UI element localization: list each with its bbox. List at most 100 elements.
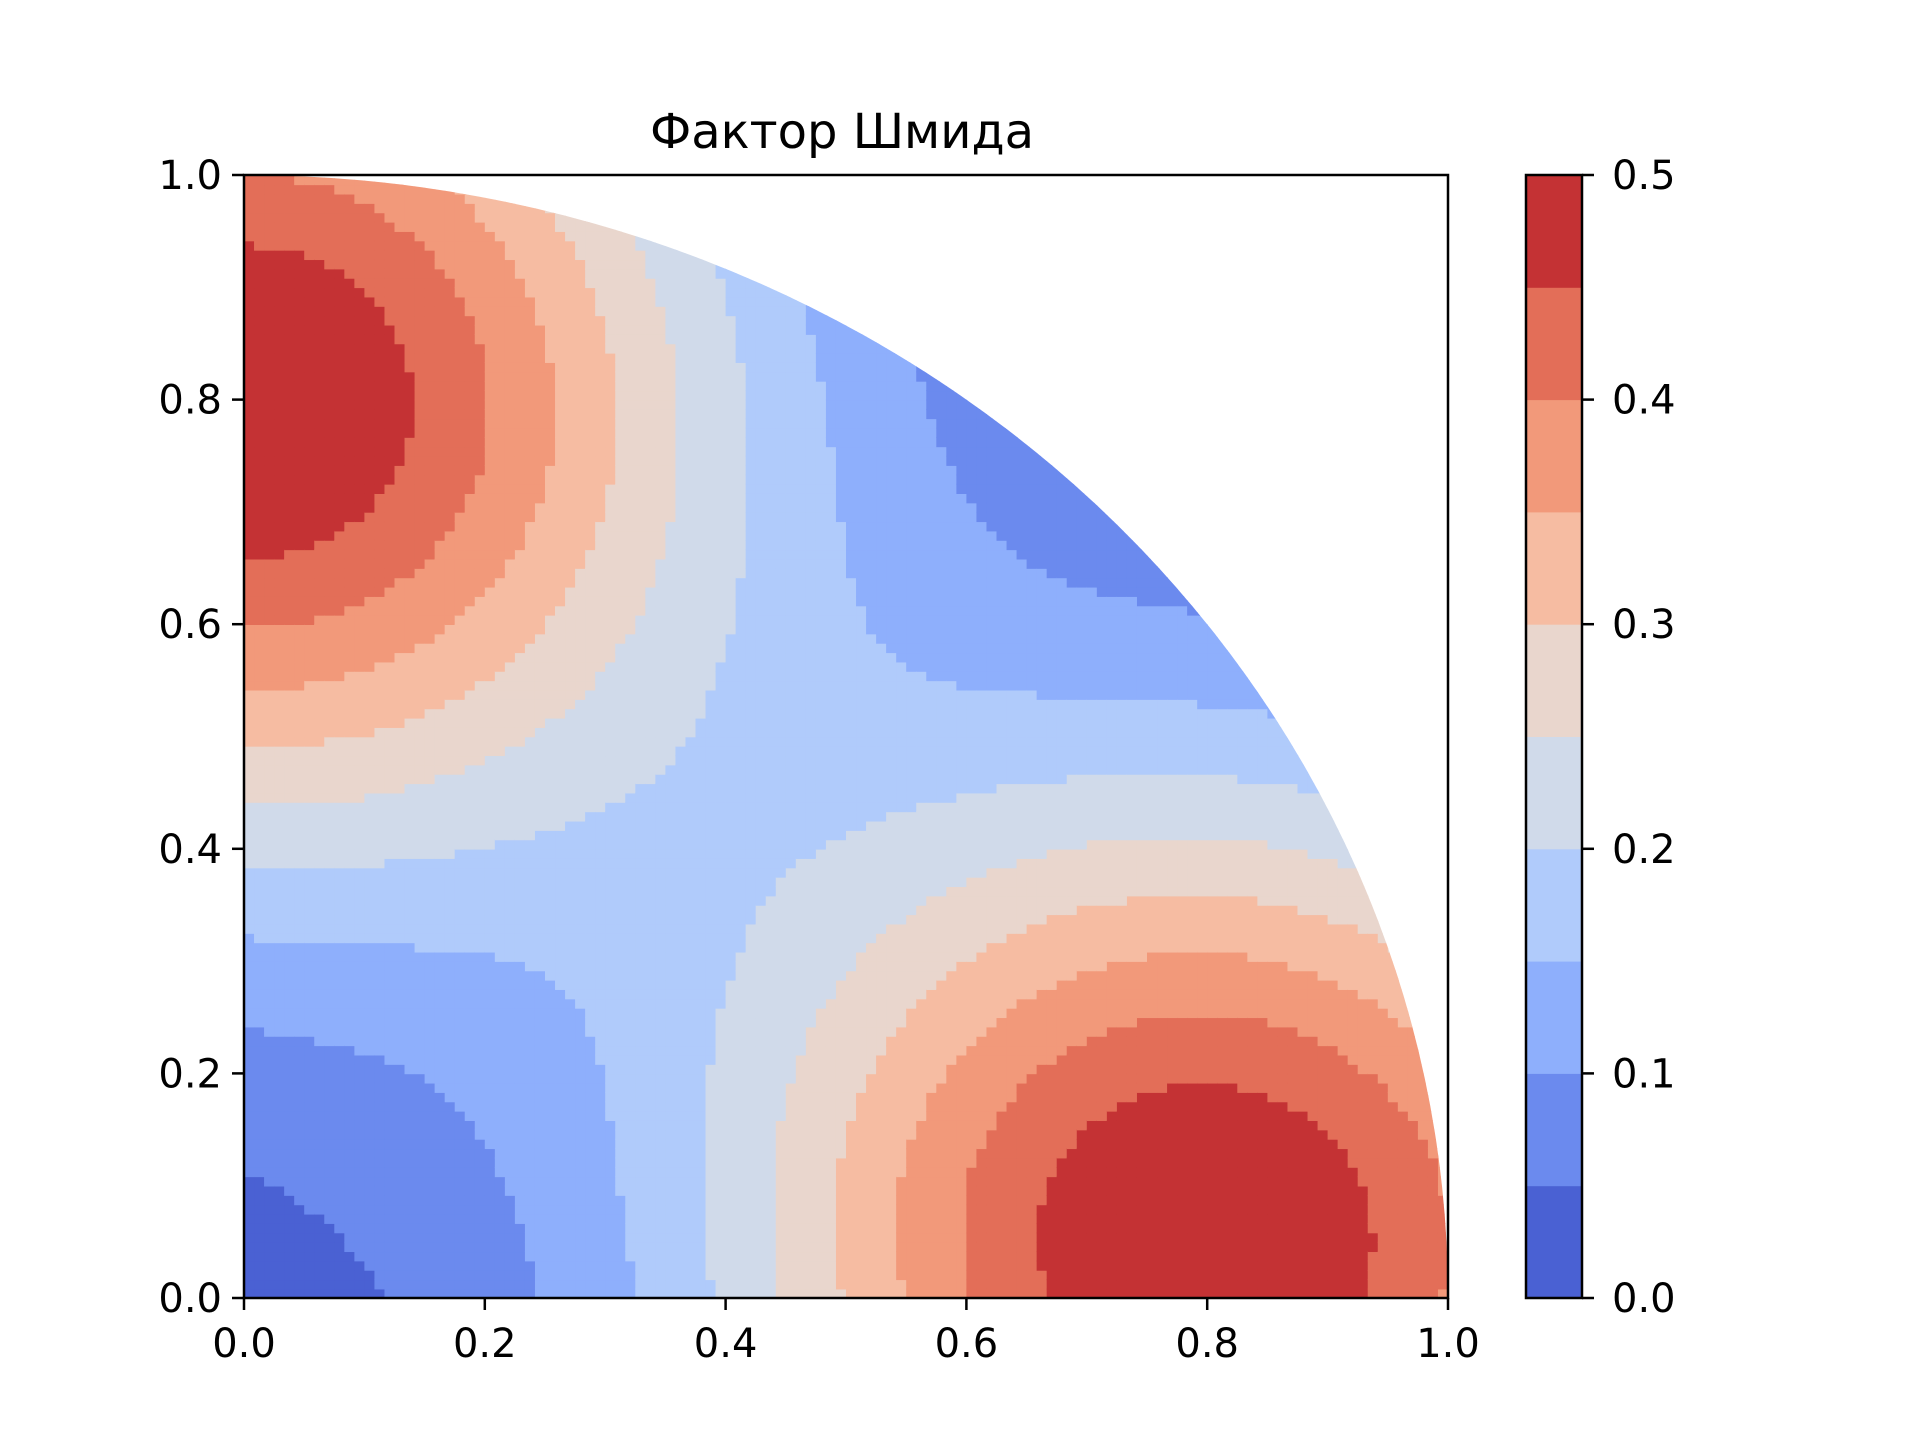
contour-cell (404, 1101, 416, 1112)
contour-cell (504, 1269, 516, 1281)
contour-cell (605, 427, 617, 438)
contour-cell (264, 521, 275, 532)
contour-cell (354, 642, 366, 654)
contour-cell (394, 652, 406, 663)
contour-cell (524, 792, 536, 803)
contour-cell (264, 474, 275, 485)
contour-cell (474, 717, 486, 728)
contour-cell (404, 1195, 416, 1206)
contour-cell (264, 193, 275, 204)
contour-cell (474, 240, 486, 251)
contour-cell (524, 970, 536, 981)
contour-cell (304, 231, 316, 242)
contour-cell (264, 1176, 275, 1187)
contour-cell (615, 1166, 627, 1178)
contour-cell (484, 1204, 496, 1215)
contour-cell (384, 1157, 396, 1168)
contour-cell (565, 1092, 576, 1103)
contour-cell (434, 1045, 446, 1056)
contour-cell (264, 642, 275, 654)
contour-cell (434, 699, 446, 710)
contour-cell (595, 455, 606, 466)
contour-cell (334, 1195, 346, 1206)
contour-cell (284, 418, 295, 429)
contour-cell (605, 652, 617, 663)
contour-cell (294, 493, 305, 504)
contour-cell (424, 530, 436, 541)
contour-cell (645, 483, 657, 494)
contour-cell (595, 315, 606, 326)
contour-cell (655, 390, 667, 401)
contour-cell (324, 1138, 336, 1150)
contour-cell (625, 933, 637, 944)
contour-cell (284, 549, 295, 560)
contour-cell (494, 324, 506, 335)
contour-cell (314, 1082, 326, 1093)
contour-cell (304, 287, 316, 298)
contour-cell (444, 736, 456, 747)
contour-cell (304, 1166, 316, 1178)
contour-cell (545, 624, 556, 635)
contour-cell (314, 755, 326, 766)
contour-cell (494, 1120, 506, 1131)
contour-cell (364, 511, 376, 523)
contour-cell (454, 539, 466, 551)
contour-cell (464, 362, 476, 373)
contour-cell (254, 895, 265, 906)
contour-cell (414, 437, 426, 448)
contour-cell (595, 1120, 606, 1131)
contour-cell (334, 979, 346, 990)
contour-cell (484, 380, 496, 392)
contour-cell (424, 652, 436, 663)
contour-cell (555, 1101, 566, 1112)
contour-cell (314, 914, 326, 925)
contour-cell (314, 1073, 326, 1084)
contour-cell (294, 1185, 305, 1196)
contour-cell (374, 605, 386, 616)
contour-cell (284, 961, 295, 972)
contour-cell (324, 212, 336, 223)
contour-cell (384, 699, 396, 710)
contour-cell (294, 830, 305, 841)
contour-cell (414, 277, 426, 289)
contour-cell (244, 1148, 255, 1159)
contour-cell (625, 259, 637, 270)
contour-cell (565, 362, 576, 373)
contour-cell (534, 1166, 546, 1178)
contour-cell (304, 895, 316, 906)
contour-cell (254, 586, 265, 597)
contour-cell (394, 1120, 406, 1131)
contour-cell (484, 624, 496, 635)
contour-cell (274, 343, 285, 354)
contour-cell (464, 745, 476, 757)
contour-cell (635, 642, 647, 654)
contour-cell (514, 221, 526, 232)
contour-cell (474, 1092, 486, 1103)
contour-cell (605, 624, 617, 635)
contour-cell (414, 661, 426, 672)
contour-cell (504, 427, 516, 438)
contour-cell (304, 1017, 316, 1028)
contour-cell (404, 446, 416, 457)
contour-cell (615, 670, 627, 682)
contour-cell (374, 1251, 386, 1262)
contour-cell (555, 549, 566, 560)
contour-cell (494, 1082, 506, 1093)
contour-cell (264, 221, 275, 232)
contour-cell (324, 184, 336, 195)
contour-cell (575, 755, 586, 766)
contour-cell (504, 277, 516, 289)
contour-cell (364, 1073, 376, 1084)
contour-cell (524, 867, 536, 878)
contour-cell (645, 427, 657, 438)
contour-cell (605, 755, 617, 766)
contour-cell (404, 1185, 416, 1196)
contour-cell (464, 876, 476, 888)
contour-cell (324, 399, 336, 410)
contour-cell (274, 268, 285, 279)
contour-cell (314, 203, 326, 214)
contour-cell (244, 839, 255, 850)
contour-cell (304, 670, 316, 682)
contour-cell (645, 614, 657, 625)
contour-cell (334, 399, 346, 410)
